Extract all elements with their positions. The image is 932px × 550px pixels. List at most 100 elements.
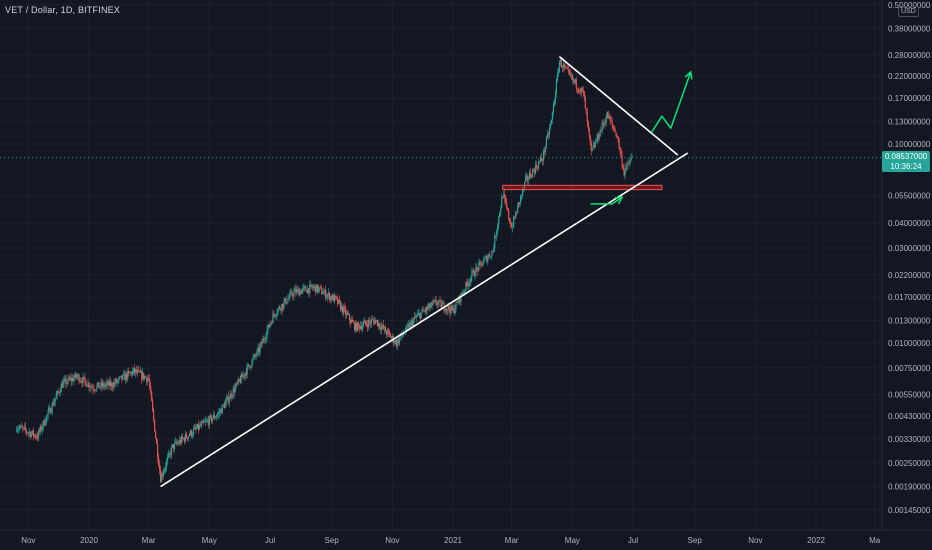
candle-body xyxy=(391,336,393,338)
support-zone[interactable] xyxy=(502,184,663,191)
candle-body xyxy=(559,60,562,62)
candle-body xyxy=(214,417,216,419)
candle-body xyxy=(28,432,30,433)
candle-body xyxy=(127,371,129,379)
candle-body xyxy=(440,300,442,308)
candle-body xyxy=(100,382,102,387)
candle-body xyxy=(608,116,610,119)
candle-body xyxy=(382,324,384,329)
candle-body xyxy=(52,402,54,406)
candle-body xyxy=(498,216,500,226)
projection-arrow[interactable] xyxy=(651,71,692,133)
candle-body xyxy=(203,422,205,423)
candle-body xyxy=(189,430,192,436)
candle-body xyxy=(111,382,113,387)
candle-body xyxy=(120,375,122,377)
candle-body xyxy=(374,320,377,324)
candle-body xyxy=(17,429,19,430)
candle-body xyxy=(318,288,320,292)
candle-body xyxy=(484,257,486,260)
candle-body xyxy=(399,337,401,339)
candle-body xyxy=(297,288,299,290)
candle-body xyxy=(201,421,203,424)
candle-body xyxy=(360,326,363,330)
candle-body xyxy=(385,331,387,335)
candle-body xyxy=(532,169,535,171)
candle-body xyxy=(447,305,449,311)
candle-body xyxy=(131,372,133,375)
candle-body xyxy=(595,141,597,142)
current-price-label: 0.08537000 10:36:24 xyxy=(882,151,930,172)
candle-body xyxy=(565,66,567,68)
projection-arrow-head xyxy=(684,70,693,80)
candle-body xyxy=(53,402,55,406)
candle-body xyxy=(136,369,138,373)
candle-body xyxy=(471,271,473,278)
candle-body xyxy=(245,372,247,375)
time-axis[interactable]: Nov 2020 Mar May Jul Sep Nov 2021 Mar May Jul Sep No… xyxy=(21,536,881,545)
time-tick-label: Nov xyxy=(21,536,35,545)
candle-body xyxy=(302,287,304,291)
candle-body xyxy=(486,256,488,262)
symbol-title[interactable]: VET / Dollar, 1D, BITFINEX xyxy=(5,5,121,15)
candle-body xyxy=(187,436,190,439)
candle-body xyxy=(455,301,457,310)
candle-body xyxy=(502,197,504,198)
candle-body xyxy=(350,319,353,323)
candle-body xyxy=(49,407,51,414)
candle-body xyxy=(220,409,222,414)
candle-body xyxy=(390,337,392,339)
candle-body xyxy=(609,116,611,121)
candlestick-series xyxy=(15,57,633,484)
candle-body xyxy=(410,321,412,323)
candle-body xyxy=(450,305,452,314)
candle-body xyxy=(503,194,505,198)
candle-body xyxy=(417,313,419,315)
candle-body xyxy=(121,375,123,380)
candle-body xyxy=(564,66,566,68)
candle-body xyxy=(27,432,29,434)
candle-body xyxy=(384,326,386,332)
candle-body xyxy=(569,72,571,76)
candle-body xyxy=(40,426,42,431)
price-tick-label: 0.38000000 xyxy=(888,25,931,34)
candle-body xyxy=(322,293,324,295)
candle-body xyxy=(293,290,295,297)
candle-body xyxy=(42,420,44,428)
candle-body xyxy=(519,202,521,204)
candle-body xyxy=(588,128,590,136)
candle-body xyxy=(510,221,512,227)
candle-body xyxy=(179,440,182,444)
candle-body xyxy=(537,162,540,169)
candle-body xyxy=(255,355,257,357)
candle-body xyxy=(361,325,364,330)
candle-body xyxy=(550,119,553,125)
candle-body xyxy=(46,414,48,417)
candle-body xyxy=(351,319,354,322)
price-axis[interactable]: 0.50000000 0.38000000 0.28000000 0.22000000… xyxy=(888,1,931,515)
candle-body xyxy=(116,379,118,383)
candle-body xyxy=(583,91,585,98)
candle-body xyxy=(589,135,591,143)
support-trendline[interactable] xyxy=(160,152,689,488)
candle-body xyxy=(477,267,479,271)
candle-body xyxy=(334,295,336,302)
candle-body xyxy=(257,347,259,351)
candle-body xyxy=(300,290,302,294)
currency-badge[interactable]: USD xyxy=(898,6,919,17)
candle-body xyxy=(50,411,52,414)
candle-body xyxy=(357,322,360,325)
candle-body xyxy=(504,194,506,199)
candle-body xyxy=(541,160,544,161)
candle-body xyxy=(549,124,552,129)
candle-body xyxy=(328,292,330,295)
candle-body xyxy=(196,424,199,429)
bounce-arrow[interactable] xyxy=(590,196,623,205)
resistance-trendline[interactable] xyxy=(558,55,679,156)
candle-body xyxy=(33,434,35,436)
candle-body xyxy=(156,437,158,444)
price-tick-label: 0.02200000 xyxy=(888,271,931,280)
candle-body xyxy=(64,378,66,380)
candle-body xyxy=(483,259,485,264)
